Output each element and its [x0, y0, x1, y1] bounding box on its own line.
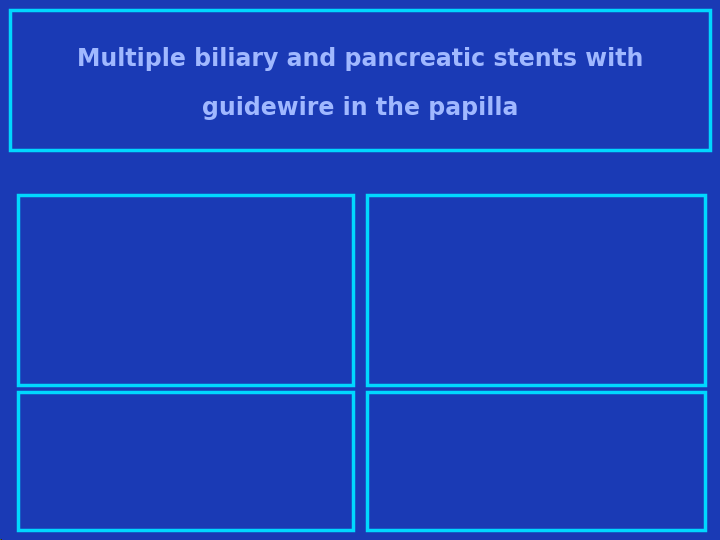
- Bar: [367, 195, 705, 385]
- Bar: [18, 195, 353, 385]
- Bar: [10, 10, 710, 150]
- Bar: [367, 392, 705, 530]
- Text: Multiple biliary and pancreatic stents with: Multiple biliary and pancreatic stents w…: [77, 47, 643, 71]
- Text: guidewire in the papilla: guidewire in the papilla: [202, 96, 518, 120]
- Bar: [18, 392, 353, 530]
